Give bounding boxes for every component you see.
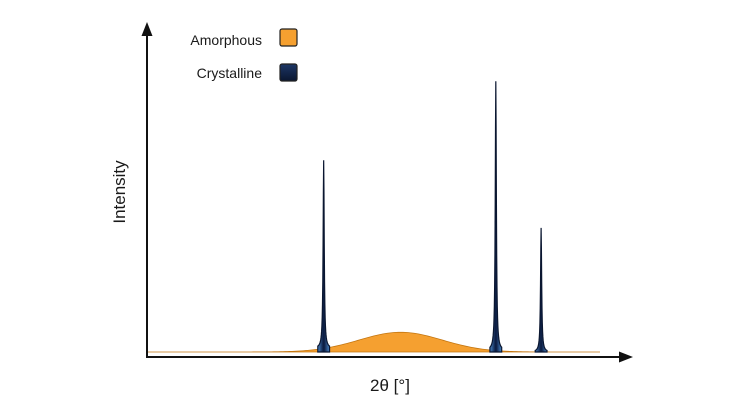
x-axis-label: 2θ [°] bbox=[370, 376, 410, 395]
legend-swatch-amorphous bbox=[279, 28, 298, 47]
plot-area bbox=[147, 81, 600, 353]
y-axis-label: Intensity bbox=[110, 160, 129, 224]
legend: Amorphous Crystalline bbox=[190, 28, 298, 82]
crystalline-peak-1 bbox=[317, 160, 331, 353]
legend-label-amorphous: Amorphous bbox=[190, 32, 262, 48]
legend-label-crystalline: Crystalline bbox=[197, 65, 263, 81]
y-axis-arrow-icon bbox=[141, 22, 153, 36]
crystalline-peak-3 bbox=[534, 227, 548, 353]
amorphous-hump bbox=[147, 331, 600, 353]
crystalline-peak-2 bbox=[489, 81, 503, 353]
x-axis-arrow-icon bbox=[619, 351, 633, 363]
legend-swatch-crystalline bbox=[279, 63, 298, 82]
